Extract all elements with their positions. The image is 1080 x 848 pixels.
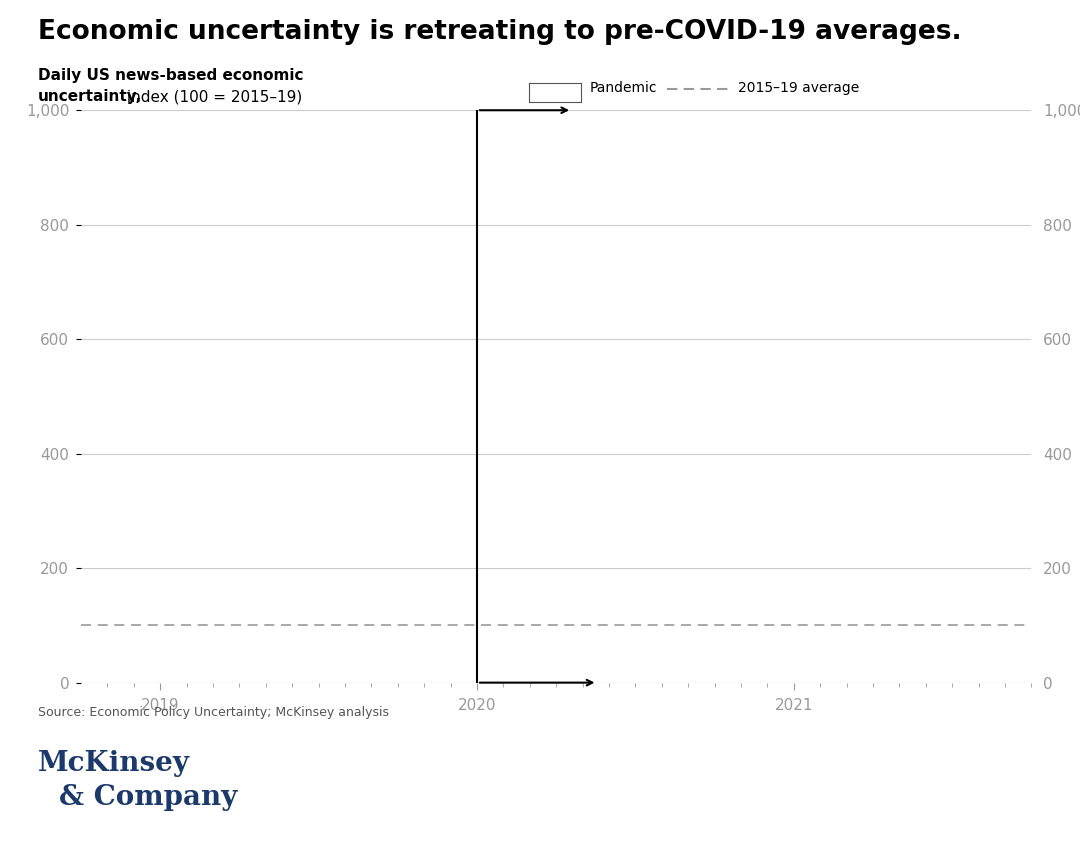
- Text: Daily US news-based economic: Daily US news-based economic: [38, 68, 303, 83]
- Text: Economic uncertainty is retreating to pre-COVID-19 averages.: Economic uncertainty is retreating to pr…: [38, 19, 961, 45]
- Text: uncertainty,: uncertainty,: [38, 89, 143, 104]
- Text: 2015–19 average: 2015–19 average: [738, 81, 859, 96]
- Text: Pandemic: Pandemic: [590, 81, 657, 96]
- Text: McKinsey: McKinsey: [38, 750, 190, 778]
- Text: Source: Economic Policy Uncertainty; McKinsey analysis: Source: Economic Policy Uncertainty; McK…: [38, 706, 389, 718]
- Text: & Company: & Company: [59, 784, 238, 812]
- Text: index (100 = 2015–19): index (100 = 2015–19): [122, 89, 302, 104]
